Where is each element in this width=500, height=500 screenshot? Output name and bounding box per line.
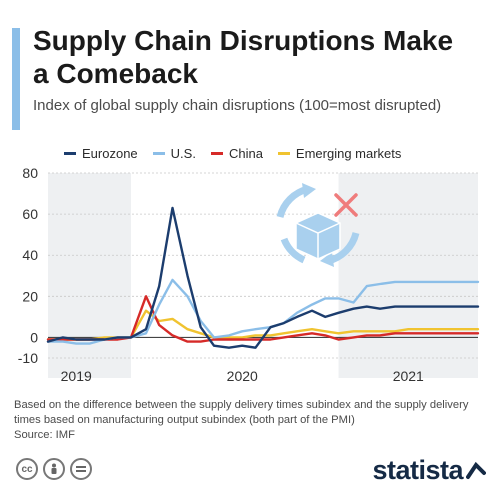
statista-logo[interactable]: statista [372, 455, 486, 486]
y-tick-label: 80 [22, 165, 38, 181]
legend-label-china: China [228, 146, 263, 161]
series-line-eurozone [46, 206, 480, 349]
legend-swatch-us [152, 152, 165, 155]
legend: Eurozone U.S. China Emerging markets [64, 146, 416, 161]
axis-labels: -10 0 20 40 60 80 2019 2020 2021 [18, 165, 424, 384]
license-icons: cc [16, 458, 97, 480]
legend-item-us[interactable]: U.S. [152, 146, 196, 161]
cycle-arrow-icon [320, 252, 334, 267]
accent-bar [12, 28, 20, 130]
cycle-arrow-icon [280, 237, 306, 264]
legend-label-emerging-markets: Emerging markets [295, 146, 402, 161]
cc-icon[interactable]: cc [16, 458, 38, 480]
footnote: Based on the difference between the supp… [14, 398, 492, 443]
x-tick-label: 2019 [61, 368, 92, 384]
series-line-china [46, 295, 480, 343]
statista-mark-icon [466, 461, 486, 479]
legend-item-china[interactable]: China [210, 146, 263, 161]
legend-label-eurozone: Eurozone [82, 146, 138, 161]
y-tick-label: 0 [30, 329, 38, 345]
chart-subtitle: Index of global supply chain disruptions… [33, 97, 442, 114]
x-tick-label: 2021 [393, 368, 424, 384]
shaded-period [48, 173, 132, 378]
cycle-arrow-icon [302, 183, 316, 198]
legend-swatch-china [210, 152, 223, 155]
brand-name: statista [372, 455, 463, 485]
page-title: Supply Chain Disruptions Make a Comeback [33, 25, 454, 89]
legend-swatch-eurozone [64, 152, 76, 155]
y-tick-label: 20 [22, 288, 38, 304]
y-tick-label: 60 [22, 206, 38, 222]
legend-item-emerging-markets[interactable]: Emerging markets [277, 146, 402, 161]
x-tick-label: 2020 [227, 368, 258, 384]
y-tick-label: 40 [22, 247, 38, 263]
person-icon[interactable] [43, 458, 65, 480]
supply-chain-illustration [276, 183, 360, 267]
legend-swatch-emerging-markets [277, 152, 290, 155]
methodology-note: Based on the difference between the supp… [14, 399, 469, 426]
box-lid-icon [295, 222, 341, 259]
source-note: Source: IMF [14, 429, 75, 441]
cross-mark-icon [334, 193, 358, 217]
equal-icon[interactable] [70, 458, 92, 480]
shaded-periods [48, 173, 478, 378]
y-tick-label: -10 [18, 350, 38, 366]
line-chart: -10 0 20 40 60 80 2019 2020 2021 [18, 165, 480, 384]
series-lines [46, 206, 480, 349]
shaded-period [338, 173, 478, 378]
legend-label-us: U.S. [170, 146, 196, 161]
legend-item-eurozone[interactable]: Eurozone [64, 146, 138, 161]
